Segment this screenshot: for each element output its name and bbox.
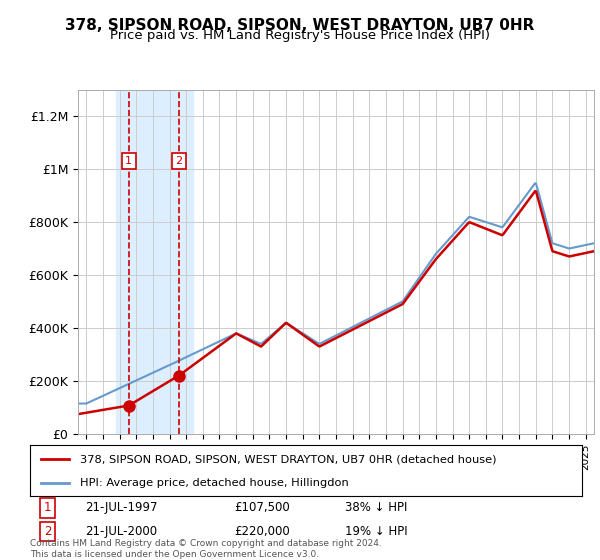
Text: 1: 1 [44,501,52,515]
Text: Price paid vs. HM Land Registry's House Price Index (HPI): Price paid vs. HM Land Registry's House … [110,29,490,42]
Text: Contains HM Land Registry data © Crown copyright and database right 2024.
This d: Contains HM Land Registry data © Crown c… [30,539,382,559]
Text: 21-JUL-1997: 21-JUL-1997 [85,501,158,515]
Text: 2: 2 [44,525,52,538]
Bar [116,90,193,434]
Text: £220,000: £220,000 [234,525,290,538]
Text: 378, SIPSON ROAD, SIPSON, WEST DRAYTON, UB7 0HR (detached house): 378, SIPSON ROAD, SIPSON, WEST DRAYTON, … [80,454,496,464]
Text: 19% ↓ HPI: 19% ↓ HPI [344,525,407,538]
Text: 21-JUL-2000: 21-JUL-2000 [85,525,157,538]
Text: £107,500: £107,500 [234,501,290,515]
Text: 38% ↓ HPI: 38% ↓ HPI [344,501,407,515]
Text: HPI: Average price, detached house, Hillingdon: HPI: Average price, detached house, Hill… [80,478,349,488]
Text: 2: 2 [175,156,182,166]
Text: 378, SIPSON ROAD, SIPSON, WEST DRAYTON, UB7 0HR: 378, SIPSON ROAD, SIPSON, WEST DRAYTON, … [65,18,535,33]
Text: 1: 1 [125,156,132,166]
